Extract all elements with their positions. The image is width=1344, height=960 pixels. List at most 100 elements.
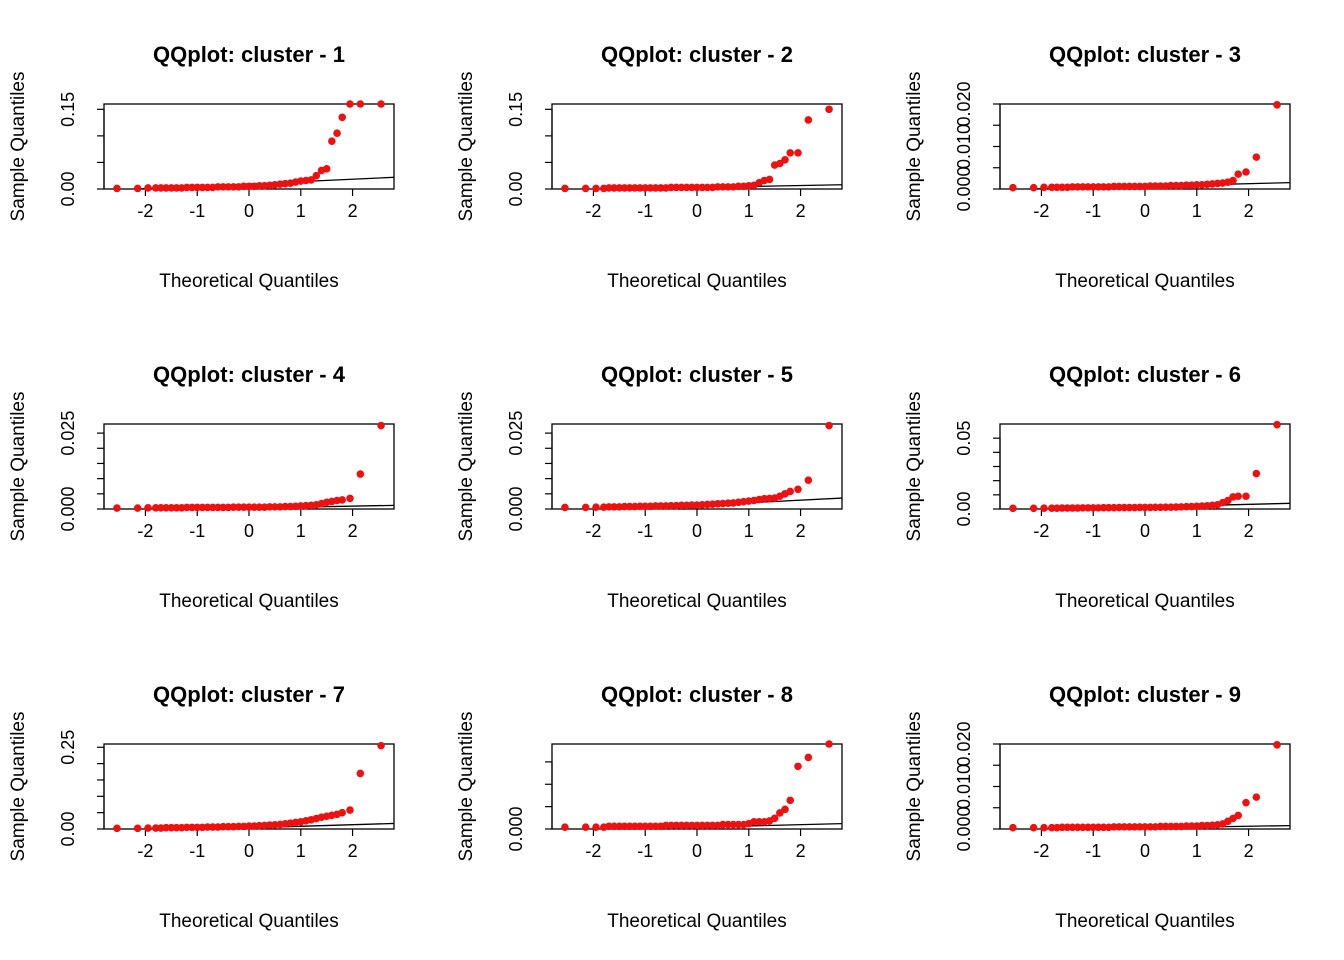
qq-point xyxy=(1009,183,1017,192)
qq-point xyxy=(1040,504,1048,512)
qq-point xyxy=(786,796,795,805)
y-tick-label: 0.000 xyxy=(58,486,78,531)
y-axis-label: Sample Quantiles xyxy=(8,712,29,862)
x-tick-label: 1 xyxy=(296,841,306,861)
panel-title: QQplot: cluster - 4 xyxy=(153,362,346,387)
x-tick-label: 2 xyxy=(348,201,358,221)
x-tick-label: 1 xyxy=(1192,841,1202,861)
x-tick-label: -2 xyxy=(585,201,601,221)
x-tick-label: -2 xyxy=(1033,201,1049,221)
y-tick-label: 0.020 xyxy=(954,721,974,766)
qq-point xyxy=(356,769,365,778)
qq-point xyxy=(825,421,833,430)
qq-point xyxy=(794,762,802,771)
qq-point xyxy=(592,184,600,193)
qq-point xyxy=(1029,823,1038,832)
x-tick-label: -1 xyxy=(637,841,653,861)
qq-point xyxy=(1009,504,1017,513)
x-tick-label: -2 xyxy=(1033,521,1049,541)
qq-point xyxy=(1009,823,1017,832)
y-tick-label: 0.00 xyxy=(506,171,526,206)
qq-point xyxy=(346,494,354,503)
x-tick-label: 1 xyxy=(296,521,306,541)
qq-point xyxy=(825,105,833,114)
x-axis-label: Theoretical Quantiles xyxy=(1055,911,1235,932)
qq-point xyxy=(1234,492,1243,501)
y-tick-label: 0.025 xyxy=(506,411,526,456)
x-tick-label: -2 xyxy=(585,841,601,861)
qq-panel-6: QQplot: cluster - 6 Theoretical Quantiles… xyxy=(904,362,1291,612)
qq-point xyxy=(804,476,813,484)
x-axis-label: Theoretical Quantiles xyxy=(159,591,339,612)
qq-point xyxy=(113,184,121,193)
qq-point xyxy=(333,129,341,138)
y-tick-label: 0.15 xyxy=(58,92,78,127)
x-tick-label: 0 xyxy=(692,201,702,221)
y-tick-label: 0.00 xyxy=(954,491,974,526)
qq-point xyxy=(1029,504,1038,513)
x-tick-label: -1 xyxy=(189,841,205,861)
qq-panel-1: QQplot: cluster - 1 Theoretical Quantiles… xyxy=(8,42,395,292)
y-axis-label: Sample Quantiles xyxy=(8,72,29,222)
x-axis-label: Theoretical Quantiles xyxy=(607,591,787,612)
x-tick-label: -2 xyxy=(1033,841,1049,861)
qq-point xyxy=(1252,469,1261,478)
qq-point xyxy=(825,740,833,748)
x-tick-label: 2 xyxy=(796,521,806,541)
qq-point xyxy=(1242,168,1250,176)
y-axis-label: Sample Quantiles xyxy=(904,72,925,222)
x-axis-label: Theoretical Quantiles xyxy=(1055,271,1235,292)
qq-point xyxy=(144,503,152,512)
qq-point xyxy=(133,824,142,833)
qq-point xyxy=(377,421,385,430)
x-tick-label: 2 xyxy=(1244,521,1254,541)
x-tick-label: 1 xyxy=(744,521,754,541)
panel-title: QQplot: cluster - 9 xyxy=(1049,682,1241,707)
y-axis-label: Sample Quantiles xyxy=(456,392,477,542)
y-tick-label: 0.05 xyxy=(954,421,974,456)
qq-point xyxy=(346,806,354,814)
qq-point xyxy=(804,753,813,762)
qq-point xyxy=(113,504,121,512)
qq-point xyxy=(1040,183,1048,192)
qq-point xyxy=(322,165,331,173)
y-tick-label: 0.020 xyxy=(954,81,974,126)
panel-title: QQplot: cluster - 8 xyxy=(601,682,793,707)
qq-point xyxy=(307,176,315,184)
qq-point xyxy=(592,823,600,832)
qq-point xyxy=(377,100,385,108)
qq-point xyxy=(1252,793,1261,801)
y-tick-label: 0.010 xyxy=(954,124,974,169)
x-tick-label: 2 xyxy=(348,521,358,541)
qq-point xyxy=(1040,823,1048,832)
qq-point xyxy=(581,503,590,512)
qq-point xyxy=(561,823,569,832)
x-axis-label: Theoretical Quantiles xyxy=(607,271,787,292)
plot-frame xyxy=(103,743,395,830)
x-tick-label: -1 xyxy=(1085,841,1101,861)
qq-point xyxy=(1029,183,1038,192)
y-tick-label: 0.000 xyxy=(954,806,974,851)
qq-panel-2: QQplot: cluster - 2 Theoretical Quantiles… xyxy=(456,42,843,292)
qq-point xyxy=(312,171,321,180)
panel-title: QQplot: cluster - 5 xyxy=(601,362,793,387)
plot-frame xyxy=(551,743,843,830)
plot-frame xyxy=(551,103,843,190)
x-tick-label: -2 xyxy=(137,201,153,221)
qq-point xyxy=(770,814,779,823)
panel-title: QQplot: cluster - 6 xyxy=(1049,362,1241,387)
qq-panel-8: QQplot: cluster - 8 Theoretical Quantiles… xyxy=(456,682,843,932)
qq-point xyxy=(1273,101,1281,109)
qq-point xyxy=(377,741,385,750)
qq-point xyxy=(1229,176,1237,185)
y-tick-label: 0.00 xyxy=(58,811,78,846)
qq-point xyxy=(1242,798,1250,807)
x-tick-label: 0 xyxy=(1140,521,1150,541)
qq-point xyxy=(144,824,152,832)
plot-frame xyxy=(999,103,1291,190)
x-tick-label: -1 xyxy=(1085,201,1101,221)
x-tick-label: -1 xyxy=(189,521,205,541)
x-tick-label: -2 xyxy=(137,521,153,541)
qq-point xyxy=(794,149,802,157)
